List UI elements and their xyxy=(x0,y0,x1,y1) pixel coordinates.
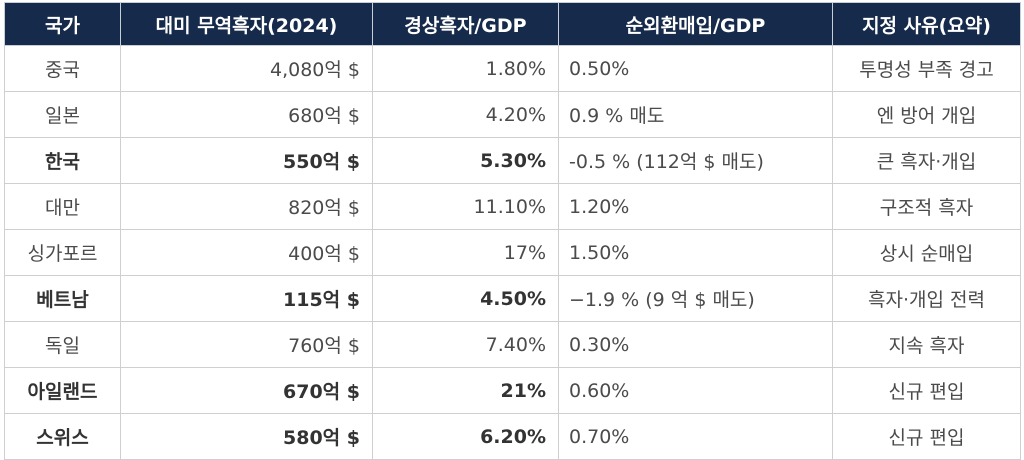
reason-cell: 신규 편입 xyxy=(832,413,1021,460)
current-account-cell: 4.20% xyxy=(372,91,559,138)
surplus-cell: 115억 $ xyxy=(120,275,373,322)
surplus-cell: 820억 $ xyxy=(120,183,373,230)
current-account-cell: 7.40% xyxy=(372,321,559,368)
header-country: 국가 xyxy=(4,2,121,46)
fx-net-buy-cell: 1.20% xyxy=(558,183,833,230)
table-row: 한국 550억 $5.30% -0.5 % (112억 $ 매도) 큰 흑자·개입 xyxy=(4,137,1021,184)
country-cell: 독일 xyxy=(4,321,121,368)
reason-cell: 큰 흑자·개입 xyxy=(832,137,1021,184)
table-row: 독일 760억 $7.40% 0.30% 지속 흑자 xyxy=(4,321,1021,368)
current-account-cell: 11.10% xyxy=(372,183,559,230)
surplus-cell: 680억 $ xyxy=(120,91,373,138)
fx-net-buy-cell: 1.50% xyxy=(558,229,833,276)
surplus-cell: 670억 $ xyxy=(120,367,373,414)
table-row: 스위스 580억 $6.20% 0.70% 신규 편입 xyxy=(4,413,1021,460)
table-header-row: 국가 대미 무역흑자(2024) 경상흑자/GDP 순외환매입/GDP 지정 사… xyxy=(4,2,1021,46)
country-cell: 대만 xyxy=(4,183,121,230)
current-account-cell: 5.30% xyxy=(372,137,559,184)
table-row: 아일랜드 670억 $21% 0.60% 신규 편입 xyxy=(4,367,1021,414)
country-cell: 베트남 xyxy=(4,275,121,322)
currency-monitoring-table: 국가 대미 무역흑자(2024) 경상흑자/GDP 순외환매입/GDP 지정 사… xyxy=(4,2,1021,460)
header-surplus: 대미 무역흑자(2024) xyxy=(120,2,373,46)
fx-net-buy-cell: −1.9 % (9 억 $ 매도) xyxy=(558,275,833,322)
current-account-cell: 6.20% xyxy=(372,413,559,460)
reason-cell: 투명성 부족 경고 xyxy=(832,45,1021,92)
country-cell: 중국 xyxy=(4,45,121,92)
fx-net-buy-cell: 0.70% xyxy=(558,413,833,460)
surplus-cell: 760억 $ xyxy=(120,321,373,368)
fx-net-buy-cell: -0.5 % (112억 $ 매도) xyxy=(558,137,833,184)
reason-cell: 신규 편입 xyxy=(832,367,1021,414)
country-cell: 싱가포르 xyxy=(4,229,121,276)
country-cell: 아일랜드 xyxy=(4,367,121,414)
fx-net-buy-cell: 0.30% xyxy=(558,321,833,368)
table-row: 싱가포르 400억 $17% 1.50% 상시 순매입 xyxy=(4,229,1021,276)
table-row: 대만 820억 $11.10% 1.20% 구조적 흑자 xyxy=(4,183,1021,230)
current-account-cell: 4.50% xyxy=(372,275,559,322)
header-fx-net-buy: 순외환매입/GDP xyxy=(558,2,833,46)
reason-cell: 흑자·개입 전력 xyxy=(832,275,1021,322)
fx-net-buy-cell: 0.60% xyxy=(558,367,833,414)
table-row: 베트남 115억 $4.50% −1.9 % (9 억 $ 매도) 흑자·개입 전력 xyxy=(4,275,1021,322)
surplus-cell: 4,080억 $ xyxy=(120,45,373,92)
country-cell: 한국 xyxy=(4,137,121,184)
header-reason: 지정 사유(요약) xyxy=(832,2,1021,46)
fx-net-buy-cell: 0.9 % 매도 xyxy=(558,91,833,138)
country-cell: 스위스 xyxy=(4,413,121,460)
fx-net-buy-cell: 0.50% xyxy=(558,45,833,92)
surplus-cell: 550억 $ xyxy=(120,137,373,184)
country-cell: 일본 xyxy=(4,91,121,138)
table-row: 일본 680억 $4.20% 0.9 % 매도 엔 방어 개입 xyxy=(4,91,1021,138)
reason-cell: 상시 순매입 xyxy=(832,229,1021,276)
reason-cell: 구조적 흑자 xyxy=(832,183,1021,230)
table-row: 중국 4,080억 $1.80% 0.50% 투명성 부족 경고 xyxy=(4,45,1021,92)
surplus-cell: 400억 $ xyxy=(120,229,373,276)
current-account-cell: 21% xyxy=(372,367,559,414)
header-current-account: 경상흑자/GDP xyxy=(372,2,559,46)
current-account-cell: 17% xyxy=(372,229,559,276)
reason-cell: 지속 흑자 xyxy=(832,321,1021,368)
reason-cell: 엔 방어 개입 xyxy=(832,91,1021,138)
surplus-cell: 580억 $ xyxy=(120,413,373,460)
current-account-cell: 1.80% xyxy=(372,45,559,92)
